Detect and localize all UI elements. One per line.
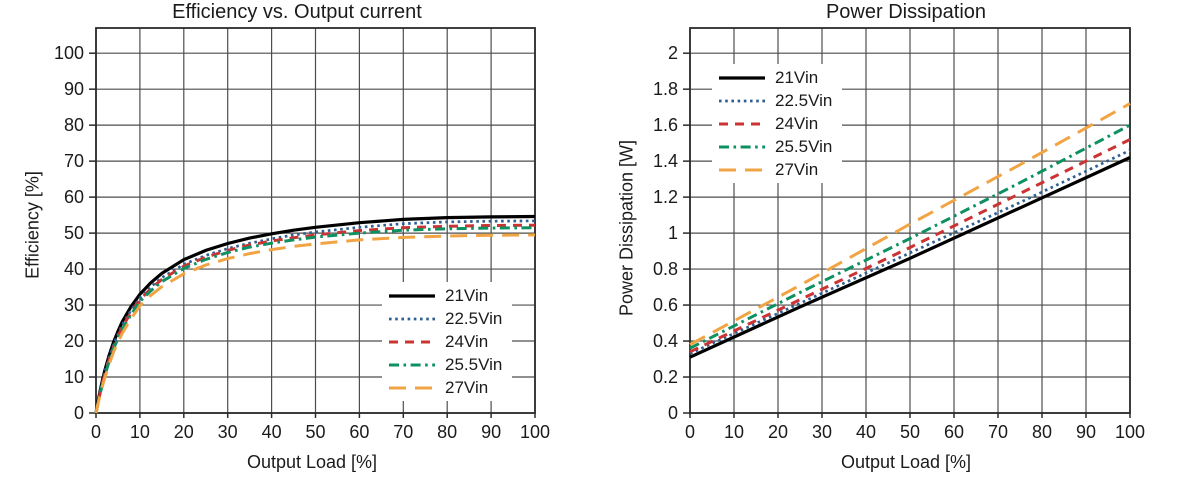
x-tick-label: 100 [520,422,550,442]
x-tick-label: 80 [1032,422,1052,442]
legend-item: 21Vin [718,66,832,89]
y-tick-label: 50 [64,223,84,243]
legend-item: 24Vin [388,330,502,353]
legend-swatch-line [719,145,765,148]
legend-swatch-line [389,317,435,320]
x-tick-label: 40 [262,422,282,442]
efficiency-legend: 21Vin 22.5Vin 24Vin 25.5Vin 27Vin [382,282,513,401]
legend-item: 21Vin [388,284,502,307]
power-dissipation-legend: 21Vin 22.5Vin 24Vin 25.5Vin 27Vin [712,64,843,183]
series-line-21Vin [689,156,1131,359]
legend-label: 24Vin [775,113,819,133]
x-tick-label: 60 [944,422,964,442]
y-tick-label: 1.2 [653,187,678,207]
y-tick-label: 60 [64,187,84,207]
legend-swatch-line [719,168,765,171]
legend-label: 25.5Vin [445,354,503,374]
legend-item: 22.5Vin [388,307,502,330]
legend-swatch-line [719,99,765,102]
series-line-22.5Vin [689,149,1131,355]
y-tick-label: 1.6 [653,115,678,135]
y-tick-label: 1 [668,223,678,243]
series-line-22.5Vin [94,219,536,414]
legend-swatch-line [389,386,435,389]
legend-swatch-line [389,340,435,343]
legend-item: 22.5Vin [718,89,832,112]
legend-label: 21Vin [775,67,819,87]
x-tick-label: 20 [174,422,194,442]
legend-label: 22.5Vin [445,308,503,328]
legend-swatch-line [719,122,765,125]
y-tick-label: 1.8 [653,79,678,99]
series-line-24Vin [689,138,1131,354]
x-tick-label: 30 [812,422,832,442]
x-tick-label: 70 [988,422,1008,442]
series-line-25.5Vin [689,123,1131,350]
y-tick-label: 70 [64,151,84,171]
legend-swatch-line [389,363,435,366]
power-dissipation-x-axis-label: Output Load [%] [840,452,972,472]
x-tick-label: 90 [1076,422,1096,442]
legend-item: 25.5Vin [388,353,502,376]
x-tick-label: 60 [349,422,369,442]
y-tick-label: 90 [64,79,84,99]
legend-label: 27Vin [775,159,819,179]
y-tick-label: 0.2 [653,367,678,387]
y-tick-label: 30 [64,295,84,315]
legend-swatch-line [719,75,765,80]
x-tick-label: 30 [218,422,238,442]
y-tick-label: 10 [64,367,84,387]
legend-item: 27Vin [388,376,502,399]
y-tick-label: 0.8 [653,259,678,279]
x-tick-label: 70 [393,422,413,442]
y-tick-label: 0.4 [653,331,678,351]
legend-label: 27Vin [445,377,489,397]
y-tick-label: 20 [64,331,84,351]
series-line-27Vin [689,102,1131,346]
y-tick-label: 100 [54,43,84,63]
legend-label: 21Vin [445,285,489,305]
power-dissipation-chart-title: Power Dissipation [825,1,987,23]
legend-swatch-line [389,293,435,298]
x-tick-label: 0 [91,422,101,442]
x-tick-label: 100 [1115,422,1145,442]
x-tick-label: 80 [437,422,457,442]
legend-item: 27Vin [718,158,832,181]
efficiency-x-axis-label: Output Load [%] [246,452,378,472]
y-tick-label: 0 [74,403,84,423]
y-tick-label: 80 [64,115,84,135]
legend-label: 25.5Vin [775,136,833,156]
series-line-27Vin [94,233,536,414]
efficiency-chart-title: Efficiency vs. Output current [172,1,422,23]
x-tick-label: 50 [305,422,325,442]
y-tick-label: 1.4 [653,151,678,171]
x-tick-label: 0 [685,422,695,442]
power-dissipation-y-axis-label: Power Dissipation [W] [616,139,637,317]
x-tick-label: 40 [856,422,876,442]
legend-item: 24Vin [718,112,832,135]
x-tick-label: 20 [768,422,788,442]
legend-label: 22.5Vin [775,90,833,110]
legend-item: 25.5Vin [718,135,832,158]
y-tick-label: 0.6 [653,295,678,315]
y-tick-label: 2 [668,43,678,63]
y-tick-label: 0 [668,403,678,423]
x-tick-label: 50 [900,422,920,442]
x-tick-label: 10 [130,422,150,442]
x-tick-label: 10 [724,422,744,442]
legend-label: 24Vin [445,331,489,351]
y-tick-label: 40 [64,259,84,279]
x-tick-label: 90 [481,422,501,442]
